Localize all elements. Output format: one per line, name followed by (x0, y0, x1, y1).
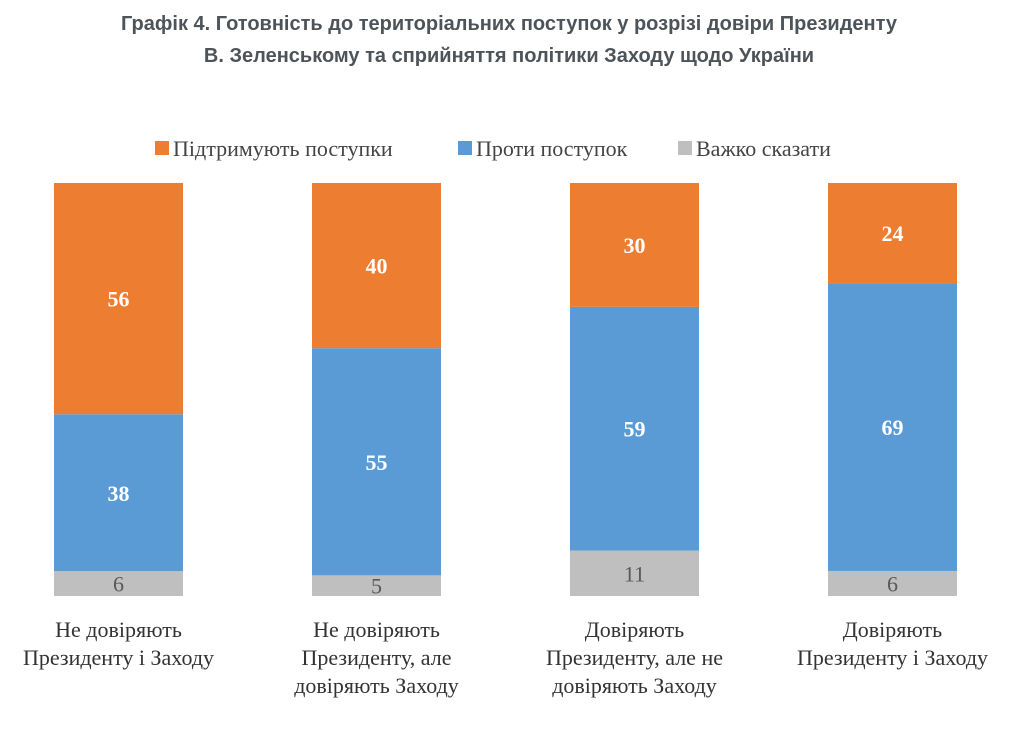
data-label-проти-поступок-2: 55 (366, 450, 388, 475)
category-label-3-line-3: довіряють Заходу (552, 673, 717, 698)
legend-label-проти-поступок: Проти поступок (476, 136, 628, 161)
chart-title-line-2: В. Зеленському та сприйняття політики За… (203, 45, 815, 67)
category-label-2-line-2: Президенту, але (302, 645, 452, 670)
legend-swatch-важко-сказати (678, 141, 692, 155)
bar-segment-підтримують-поступки-1 (54, 183, 183, 415)
bar-segment-важко-сказати-3 (570, 550, 699, 596)
chart-legend: Підтримують поступки Проти поступок Важко … (155, 136, 831, 161)
bar-segment-підтримують-поступки-2 (312, 183, 441, 349)
chart-title: Графік 4. Готовність до територіальних п… (0, 8, 1018, 72)
data-label-підтримують-поступки-4: 24 (882, 221, 904, 246)
data-label-підтримують-поступки-3: 30 (624, 233, 646, 258)
legend-label-підтримують-поступки: Підтримують поступки (173, 136, 393, 161)
bar-segment-підтримують-поступки-4 (828, 183, 957, 284)
bar-segment-проти-поступок-3 (570, 306, 699, 551)
legend-swatch-підтримують-поступки (155, 141, 169, 155)
chart-title-line-1: Графік 4. Готовність до територіальних п… (120, 13, 898, 35)
category-label-1-line-2: Президенту і Заходу (23, 645, 214, 670)
category-label-1-line-1: Не довіряють (55, 617, 182, 642)
data-label-важко-сказати-1: 6 (113, 572, 124, 597)
bar-segment-важко-сказати-1 (54, 571, 183, 596)
category-label-4-line-2: Президенту і Заходу (797, 645, 988, 670)
bar-segment-проти-поступок-4 (828, 283, 957, 571)
category-label-2-line-3: довіряють Заходу (294, 673, 459, 698)
bar-segment-проти-поступок-1 (54, 414, 183, 572)
data-label-підтримують-поступки-1: 56 (108, 287, 130, 312)
data-label-важко-сказати-4: 6 (887, 571, 898, 596)
data-label-важко-сказати-2: 5 (371, 574, 382, 599)
data-label-підтримують-поступки-2: 40 (366, 254, 388, 279)
data-label-проти-поступок-1: 38 (108, 481, 130, 506)
legend-label-важко-сказати: Важко сказати (696, 136, 831, 161)
category-labels: Не довіряють Президенту і Заходу Не довіря… (23, 617, 988, 698)
category-label-4-line-1: Довіряють (843, 617, 942, 642)
bar-segment-важко-сказати-4 (828, 570, 957, 596)
bar-segment-важко-сказати-2 (312, 575, 441, 596)
bar-segment-проти-поступок-2 (312, 348, 441, 576)
bar-segment-підтримують-поступки-3 (570, 183, 699, 307)
data-label-проти-поступок-3: 59 (624, 417, 646, 442)
category-label-3-line-1: Довіряють (585, 617, 684, 642)
data-label-проти-поступок-4: 69 (882, 415, 904, 440)
legend-swatch-проти-поступок (458, 141, 472, 155)
data-label-важко-сказати-3: 11 (624, 561, 645, 586)
category-label-3-line-2: Президенту, але не (546, 645, 723, 670)
category-label-2-line-1: Не довіряють (313, 617, 440, 642)
